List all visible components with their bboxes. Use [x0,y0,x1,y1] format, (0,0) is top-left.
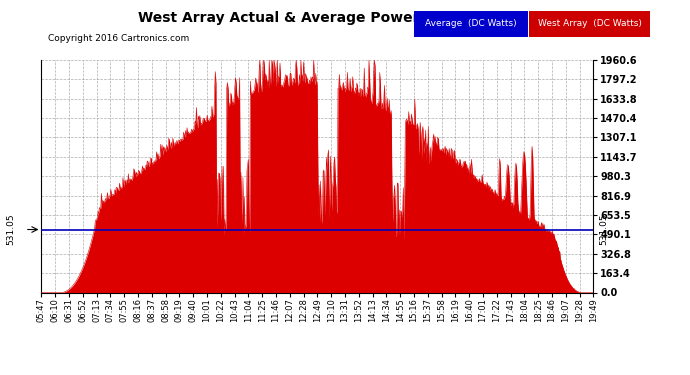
Text: 531.05: 531.05 [6,214,16,245]
Text: West Array  (DC Watts): West Array (DC Watts) [538,20,642,28]
Text: Copyright 2016 Cartronics.com: Copyright 2016 Cartronics.com [48,34,190,43]
Text: West Array Actual & Average Power Sun Aug 7 20:07: West Array Actual & Average Power Sun Au… [137,11,553,25]
Text: 531.05: 531.05 [599,214,608,245]
Text: Average  (DC Watts): Average (DC Watts) [425,20,517,28]
